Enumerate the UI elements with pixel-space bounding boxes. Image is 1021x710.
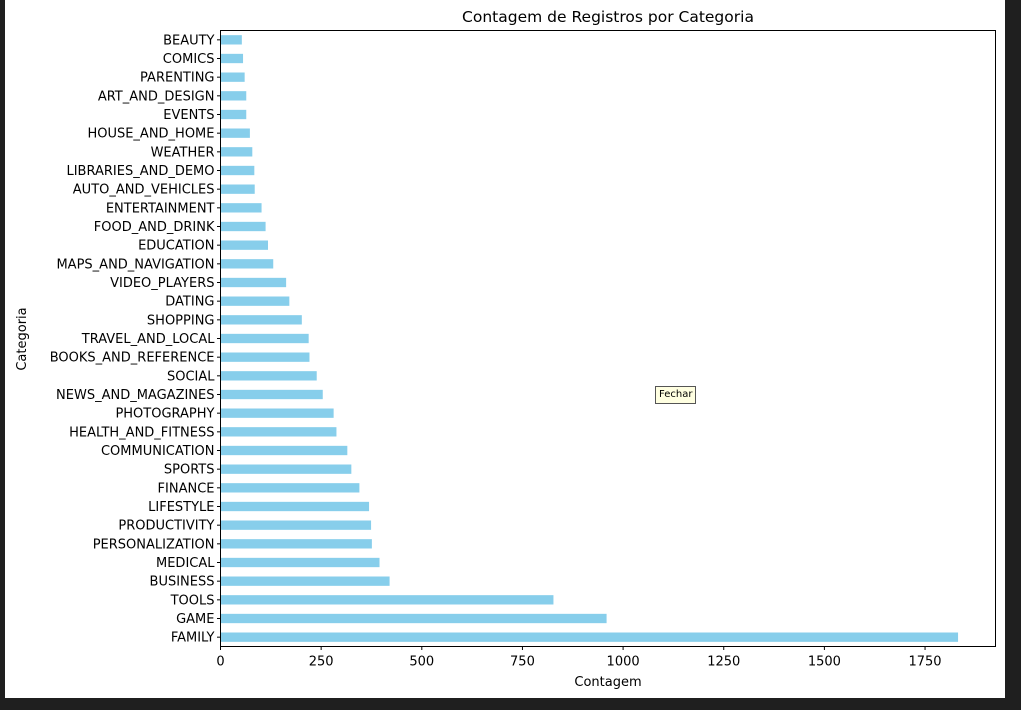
y-tick-label: MEDICAL bbox=[156, 556, 215, 571]
y-tick-label: EVENTS bbox=[163, 108, 214, 123]
bar-entertainment bbox=[220, 203, 262, 213]
bar-finance bbox=[220, 483, 360, 493]
y-tick-label: GAME bbox=[176, 612, 214, 627]
y-tick-label: HEALTH_AND_FITNESS bbox=[69, 425, 214, 440]
y-tick-label: TOOLS bbox=[170, 593, 215, 608]
bars-group bbox=[220, 35, 959, 642]
x-tick-label: 250 bbox=[309, 655, 334, 670]
x-tick-label: 750 bbox=[510, 655, 535, 670]
bar-family bbox=[220, 632, 959, 642]
y-tick-label: PERSONALIZATION bbox=[93, 537, 215, 552]
bar-medical bbox=[220, 557, 380, 568]
bar-news-and-magazines bbox=[220, 389, 323, 400]
bar-productivity bbox=[220, 520, 372, 530]
figure-window: Contagem de Registros por Categoria BEAU… bbox=[5, 0, 1005, 698]
bar-dating bbox=[220, 296, 290, 306]
bar-business bbox=[220, 576, 390, 586]
bar-libraries-and-demo bbox=[220, 165, 255, 176]
bar-books-and-reference bbox=[220, 352, 310, 362]
bar-education bbox=[220, 240, 269, 250]
y-tick-label: WEATHER bbox=[151, 145, 215, 160]
y-tick-label: EDUCATION bbox=[138, 239, 214, 254]
bar-tools bbox=[220, 595, 554, 605]
y-tick-label: BOOKS_AND_REFERENCE bbox=[50, 351, 215, 366]
bar-weather bbox=[220, 147, 253, 157]
bar-sports bbox=[220, 464, 352, 474]
bar-parenting bbox=[220, 72, 245, 82]
y-tick-label: ART_AND_DESIGN bbox=[98, 89, 215, 104]
x-tick-label: 1750 bbox=[908, 655, 941, 670]
x-tick-label: 500 bbox=[409, 655, 434, 670]
y-tick-label: VIDEO_PLAYERS bbox=[110, 276, 214, 291]
y-tick-label: COMMUNICATION bbox=[101, 444, 215, 459]
y-tick-label: SHOPPING bbox=[147, 313, 215, 328]
bar-maps-and-navigation bbox=[220, 259, 274, 269]
y-tick-label: PRODUCTIVITY bbox=[118, 519, 214, 534]
plot-frame bbox=[220, 30, 996, 647]
y-tick-label: FOOD_AND_DRINK bbox=[94, 220, 215, 235]
y-axis-title: Categoria bbox=[15, 307, 30, 370]
y-tick-label: BUSINESS bbox=[150, 575, 215, 590]
bar-photography bbox=[220, 408, 334, 418]
bar-game bbox=[220, 613, 607, 624]
bar-chart: Contagem de Registros por Categoria BEAU… bbox=[15, 8, 996, 690]
y-tick-label: MAPS_AND_NAVIGATION bbox=[56, 257, 214, 272]
bar-auto-and-vehicles bbox=[220, 184, 255, 194]
bar-video-players bbox=[220, 277, 287, 288]
y-tick-label: SPORTS bbox=[164, 463, 215, 478]
y-tick-label: ENTERTAINMENT bbox=[106, 201, 215, 216]
x-tick-label: 0 bbox=[216, 655, 224, 670]
bar-social bbox=[220, 371, 317, 381]
bar-health-and-fitness bbox=[220, 427, 337, 437]
bar-shopping bbox=[220, 315, 302, 325]
bar-beauty bbox=[220, 35, 242, 45]
y-tick-label: NEWS_AND_MAGAZINES bbox=[56, 388, 214, 403]
y-tick-label: PARENTING bbox=[140, 71, 214, 86]
y-tick-label: COMICS bbox=[163, 52, 215, 67]
y-tick-label: FINANCE bbox=[158, 481, 215, 496]
x-tick-label: 1250 bbox=[707, 655, 740, 670]
y-tick-label: FAMILY bbox=[171, 631, 215, 646]
y-tick-label: LIFESTYLE bbox=[148, 500, 214, 515]
bar-communication bbox=[220, 445, 348, 456]
y-tick-label: LIBRARIES_AND_DEMO bbox=[66, 164, 214, 179]
y-tick-label: BEAUTY bbox=[163, 33, 214, 48]
bar-food-and-drink bbox=[220, 221, 266, 232]
y-tick-label: PHOTOGRAPHY bbox=[115, 407, 214, 422]
y-tick-label: HOUSE_AND_HOME bbox=[87, 127, 214, 142]
chart-title: Contagem de Registros por Categoria bbox=[462, 8, 754, 26]
bar-events bbox=[220, 109, 247, 120]
y-ticks-group: BEAUTY COMICS PARENTING ART_AND_DESIGN EVENT… bbox=[50, 33, 221, 646]
y-tick-label: SOCIAL bbox=[167, 369, 215, 384]
bar-art-and-design bbox=[220, 91, 247, 101]
x-axis-title: Contagem bbox=[574, 675, 641, 690]
y-tick-label: AUTO_AND_VEHICLES bbox=[73, 183, 215, 198]
close-tooltip: Fechar bbox=[655, 386, 697, 404]
bar-personalization bbox=[220, 539, 372, 549]
bar-travel-and-local bbox=[220, 333, 309, 344]
bar-lifestyle bbox=[220, 501, 370, 512]
bar-comics bbox=[220, 53, 244, 64]
y-tick-label: TRAVEL_AND_LOCAL bbox=[81, 332, 215, 347]
y-tick-label: DATING bbox=[165, 295, 214, 310]
bar-house-and-home bbox=[220, 128, 250, 138]
x-tick-label: 1000 bbox=[607, 655, 640, 670]
x-ticks-group: 0 250 500 750 1000 1250 1500 1750 bbox=[216, 646, 942, 670]
x-tick-label: 1500 bbox=[808, 655, 841, 670]
